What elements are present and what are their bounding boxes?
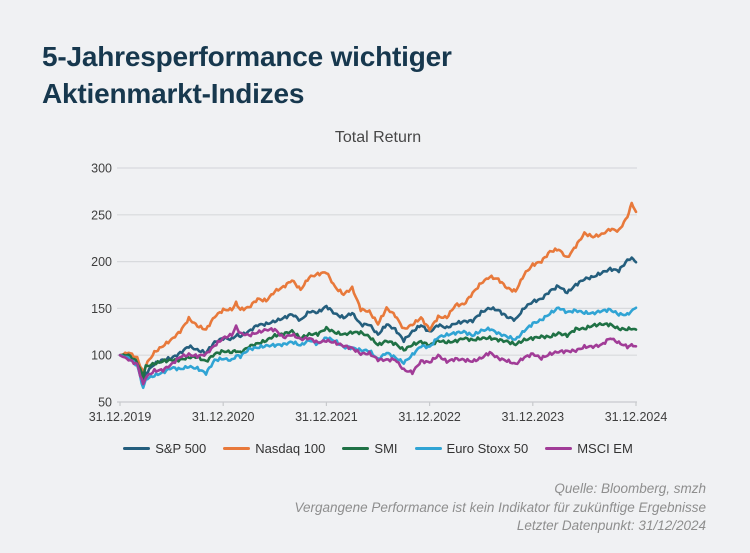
chart-legend: S&P 500 Nasdaq 100 SMI Euro Stoxx 50 MSCI EM xyxy=(60,441,696,456)
legend-swatch xyxy=(123,446,151,451)
x-tick-label: 31.12.2024 xyxy=(605,410,668,424)
legend-item-s-p-500: S&P 500 xyxy=(123,441,206,456)
y-tick-label: 150 xyxy=(91,302,112,316)
legend-label: MSCI EM xyxy=(577,441,633,456)
series-line-euro-stoxx-50 xyxy=(118,306,638,390)
x-tick-label: 31.12.2022 xyxy=(398,410,461,424)
y-tick-label: 100 xyxy=(91,349,112,363)
legend-label: SMI xyxy=(374,441,398,456)
legend-swatch xyxy=(223,446,251,451)
x-tick-label: 31.12.2021 xyxy=(295,410,358,424)
series-line-msci-em xyxy=(118,324,638,386)
series-line-smi xyxy=(118,322,638,379)
legend-item-smi: SMI xyxy=(342,441,398,456)
legend-label: Euro Stoxx 50 xyxy=(446,441,529,456)
source-line: Quelle: Bloomberg, smzh xyxy=(554,481,706,496)
x-tick-label: 31.12.2019 xyxy=(89,410,152,424)
page-title: 5-Jahresperformance wichtiger Aktienmarkt… xyxy=(42,38,452,112)
x-tick-label: 31.12.2023 xyxy=(502,410,565,424)
last-datapoint-line: Letzter Datenpunkt: 31/12/2024 xyxy=(516,518,706,533)
x-tick-label: 31.12.2020 xyxy=(192,410,255,424)
legend-swatch xyxy=(414,446,442,451)
source-note: Quelle: Bloomberg, smzh Vergangene Perfo… xyxy=(295,480,706,536)
legend-swatch xyxy=(342,446,370,451)
page-title-line-2: Aktienmarkt-Indizes xyxy=(42,78,305,109)
disclaimer-line: Vergangene Performance ist kein Indikato… xyxy=(294,499,706,515)
legend-label: S&P 500 xyxy=(155,441,207,456)
series-line-nasdaq-100 xyxy=(118,201,638,374)
legend-item-euro-stoxx-50: Euro Stoxx 50 xyxy=(414,441,529,456)
legend-swatch xyxy=(545,446,573,451)
y-tick-label: 200 xyxy=(91,255,112,269)
y-tick-label: 50 xyxy=(98,396,112,410)
chart-title: Total Return xyxy=(334,129,422,146)
y-tick-label: 250 xyxy=(91,208,112,222)
legend-item-nasdaq-100: Nasdaq 100 xyxy=(223,441,325,456)
page-title-line-1: 5-Jahresperformance wichtiger xyxy=(42,41,452,72)
series-line-s-p-500 xyxy=(118,256,638,384)
legend-label: Nasdaq 100 xyxy=(255,441,326,456)
legend-item-msci-em: MSCI EM xyxy=(545,441,633,456)
y-tick-label: 300 xyxy=(91,162,112,176)
